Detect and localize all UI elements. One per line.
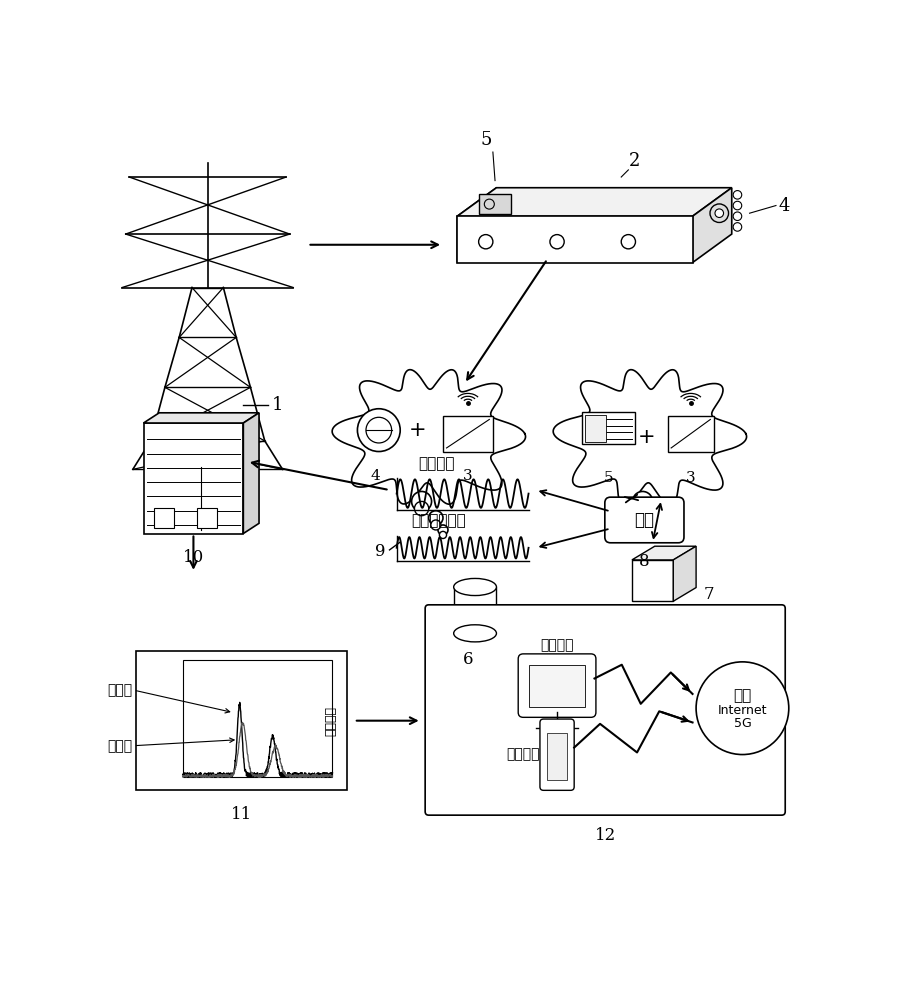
Polygon shape — [143, 413, 259, 423]
Circle shape — [714, 209, 722, 217]
Polygon shape — [457, 188, 496, 263]
Circle shape — [430, 520, 440, 530]
Text: Internet: Internet — [717, 704, 766, 717]
Text: 7: 7 — [702, 586, 713, 603]
Text: 应变响应信号: 应变响应信号 — [411, 514, 465, 529]
Text: 5: 5 — [603, 471, 613, 485]
FancyBboxPatch shape — [528, 665, 584, 707]
Text: 4: 4 — [777, 197, 789, 215]
FancyBboxPatch shape — [183, 660, 332, 777]
Text: 3: 3 — [686, 471, 695, 485]
Circle shape — [428, 511, 443, 525]
Polygon shape — [243, 413, 259, 534]
Text: 移动终端: 移动终端 — [505, 748, 539, 762]
Circle shape — [632, 491, 652, 511]
Circle shape — [696, 662, 788, 755]
Text: 11: 11 — [231, 806, 252, 823]
Ellipse shape — [453, 625, 496, 642]
Text: 频率幅度: 频率幅度 — [324, 706, 337, 736]
Circle shape — [658, 525, 668, 535]
FancyBboxPatch shape — [667, 416, 713, 452]
FancyBboxPatch shape — [136, 651, 346, 790]
Circle shape — [411, 491, 431, 511]
FancyBboxPatch shape — [584, 415, 606, 442]
FancyBboxPatch shape — [154, 508, 174, 528]
Polygon shape — [143, 423, 243, 534]
Polygon shape — [631, 546, 696, 560]
Text: 6: 6 — [462, 651, 472, 668]
Circle shape — [414, 501, 428, 516]
Text: 屈服后: 屈服后 — [108, 739, 132, 753]
FancyBboxPatch shape — [604, 497, 683, 543]
FancyBboxPatch shape — [425, 605, 784, 815]
Text: 12: 12 — [594, 827, 615, 844]
FancyBboxPatch shape — [539, 719, 573, 790]
Text: 激励信号: 激励信号 — [417, 456, 454, 471]
FancyBboxPatch shape — [547, 733, 566, 780]
Text: +: + — [637, 427, 654, 447]
Text: 5: 5 — [480, 131, 491, 149]
Text: +: + — [409, 420, 426, 440]
FancyBboxPatch shape — [582, 412, 635, 444]
Polygon shape — [692, 188, 731, 263]
Circle shape — [357, 409, 400, 452]
Ellipse shape — [453, 578, 496, 596]
FancyBboxPatch shape — [517, 654, 596, 717]
Polygon shape — [332, 370, 525, 504]
Text: 卫星: 卫星 — [732, 688, 751, 703]
Text: 8: 8 — [639, 553, 649, 570]
Polygon shape — [453, 587, 496, 633]
Text: 固定终端: 固定终端 — [539, 638, 573, 652]
Text: 9: 9 — [375, 543, 386, 560]
FancyBboxPatch shape — [443, 416, 493, 452]
Text: 5G: 5G — [732, 717, 751, 730]
FancyBboxPatch shape — [478, 194, 510, 214]
Circle shape — [437, 525, 448, 535]
Text: 3: 3 — [462, 469, 472, 483]
FancyBboxPatch shape — [197, 508, 217, 528]
Text: 10: 10 — [183, 549, 204, 566]
Polygon shape — [457, 188, 731, 216]
Polygon shape — [631, 560, 673, 601]
Text: 2: 2 — [628, 152, 639, 170]
Text: 1: 1 — [272, 396, 283, 414]
Text: 4: 4 — [370, 469, 380, 483]
Circle shape — [649, 511, 664, 525]
Circle shape — [635, 501, 649, 516]
Polygon shape — [552, 370, 746, 504]
Polygon shape — [457, 216, 692, 263]
Circle shape — [439, 531, 446, 539]
Text: 屈服前: 屈服前 — [108, 683, 132, 697]
Text: 网关: 网关 — [634, 511, 653, 529]
Polygon shape — [673, 546, 696, 601]
